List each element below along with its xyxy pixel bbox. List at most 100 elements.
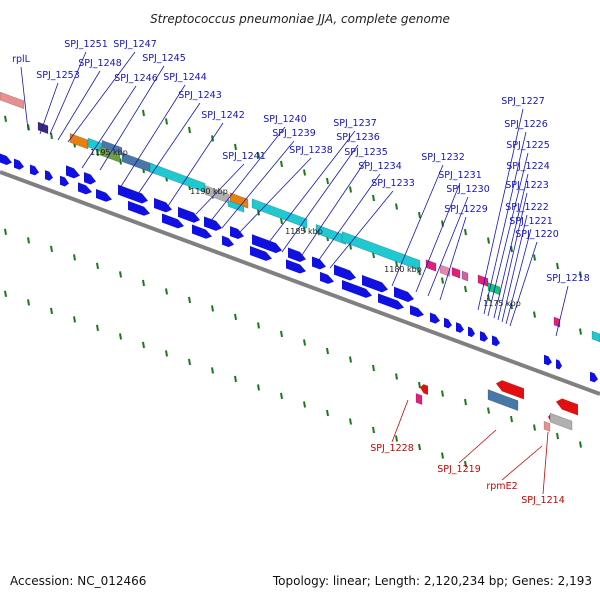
label-leader-line (209, 126, 286, 223)
tick-mark (280, 217, 283, 225)
gene-label: SPJ_1242 (201, 110, 245, 121)
forward-gene-arrow (66, 165, 80, 179)
gene-label: SPJ_1222 (505, 202, 549, 213)
tick-mark (395, 203, 398, 210)
feature-band (477, 274, 489, 287)
tick-mark (188, 296, 191, 304)
forward-gene-arrow (342, 280, 372, 298)
tick-mark (510, 415, 513, 423)
forward-gene-arrow (60, 175, 69, 187)
scale-marker: 1175 kbp (483, 299, 521, 308)
scale-marker: 1195 kbp (90, 148, 128, 157)
tick-mark (556, 432, 559, 440)
label-leader-line (542, 431, 549, 495)
gene-label: SPJ_1230 (446, 184, 490, 195)
tick-mark (142, 341, 145, 349)
tick-mark (73, 254, 76, 261)
tick-mark (579, 271, 582, 278)
label-leader-line (391, 399, 409, 443)
label-leader-line (509, 241, 538, 327)
tick-mark (50, 307, 53, 315)
tick-marks (4, 109, 582, 468)
feature-band (451, 266, 461, 279)
forward-gene-arrow (178, 206, 200, 223)
reverse-gene-arrow (420, 384, 428, 395)
feature-band (425, 259, 437, 272)
tick-mark (188, 358, 191, 366)
feature-band (439, 264, 451, 277)
tick-mark (395, 435, 398, 442)
feature-band (487, 389, 519, 412)
label-leader-line (501, 214, 528, 323)
label-leader-line (39, 82, 59, 135)
tick-mark (395, 373, 398, 380)
tick-mark (211, 367, 214, 374)
label-leader-line (57, 70, 101, 141)
reverse-gene-arrow (556, 398, 578, 416)
tick-mark (533, 254, 536, 261)
tick-mark (372, 426, 375, 434)
tick-mark (280, 160, 283, 168)
label-leader-line (221, 140, 295, 229)
forward-gene-arrow (118, 184, 148, 204)
gene-label: SPJ_1236 (336, 132, 380, 143)
feature-band (543, 420, 551, 432)
gene-label: rpmE2 (486, 481, 517, 492)
label-leader-line (493, 173, 529, 319)
tick-mark (326, 177, 329, 185)
label-leader-line (99, 65, 165, 171)
forward-gene-arrow (84, 172, 96, 185)
gene-label: SPJ_1234 (358, 161, 402, 172)
label-leader-line (415, 182, 461, 293)
gene-label: SPJ_1219 (437, 464, 481, 475)
genome-axis-line (0, 170, 600, 396)
label-leader-line (497, 192, 528, 321)
tick-mark (4, 228, 7, 236)
tick-mark (303, 226, 306, 233)
tick-mark (579, 328, 582, 335)
gene-label: SPJ_1235 (344, 147, 388, 158)
forward-gene-arrow (288, 247, 306, 262)
tick-mark (234, 143, 237, 151)
forward-gene-arrow (250, 246, 272, 261)
label-leader-lines (20, 51, 569, 495)
gene-label: SPJ_1237 (333, 118, 377, 129)
forward-gene-arrow (0, 153, 12, 165)
accession-text: Accession: NC_012466 (10, 574, 147, 588)
tick-mark (487, 407, 490, 414)
gene-label: SPJ_1248 (78, 58, 122, 69)
forward-gene-arrow (78, 182, 92, 195)
tick-mark (142, 279, 145, 287)
tick-mark (4, 115, 7, 123)
gene-label: SPJ_1218 (546, 273, 590, 284)
tick-mark (418, 381, 421, 389)
tick-mark (73, 316, 76, 323)
tick-mark (234, 375, 237, 383)
forward-gene-arrow (162, 213, 184, 229)
tick-mark (464, 398, 467, 406)
label-leader-line (477, 108, 524, 311)
feature-band (37, 121, 49, 135)
forward-gene-arrow (468, 326, 475, 338)
tick-mark (349, 356, 352, 363)
tick-mark (27, 124, 30, 131)
gene-label: SPJ_1246 (114, 73, 158, 84)
label-leader-line (555, 285, 569, 337)
label-leader-line (67, 51, 136, 143)
gene-label: SPJ_1240 (263, 114, 307, 125)
tick-mark (487, 237, 490, 244)
tick-mark (188, 126, 191, 134)
tick-mark (211, 305, 214, 312)
gene-label: SPJ_1247 (113, 39, 157, 50)
feature-band (315, 223, 347, 245)
label-leader-line (195, 163, 245, 215)
tick-mark (165, 118, 168, 125)
tick-mark (96, 149, 99, 157)
label-leader-line (458, 429, 497, 464)
feature-band (0, 91, 25, 110)
tick-mark (119, 333, 122, 340)
label-leader-line (167, 122, 224, 207)
label-leader-line (137, 102, 201, 195)
forward-gene-arrow (362, 274, 388, 293)
